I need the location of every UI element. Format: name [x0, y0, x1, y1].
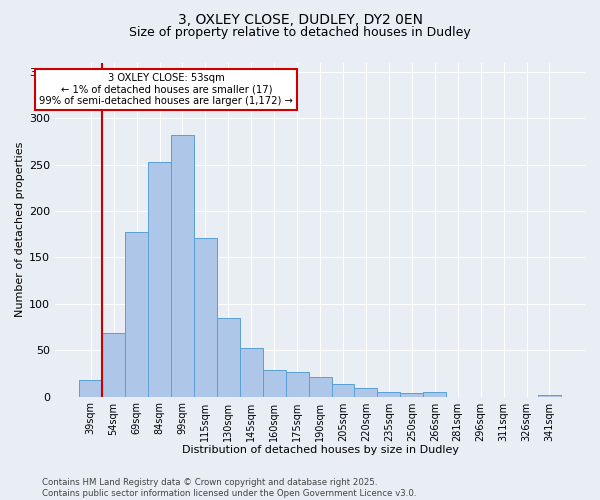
Text: Size of property relative to detached houses in Dudley: Size of property relative to detached ho… — [129, 26, 471, 39]
Bar — [194, 238, 217, 396]
Text: 3, OXLEY CLOSE, DUDLEY, DY2 0EN: 3, OXLEY CLOSE, DUDLEY, DY2 0EN — [178, 12, 422, 26]
Bar — [148, 162, 171, 396]
Bar — [240, 348, 263, 397]
Bar — [538, 394, 561, 396]
Bar — [102, 334, 125, 396]
Text: 3 OXLEY CLOSE: 53sqm
← 1% of detached houses are smaller (17)
99% of semi-detach: 3 OXLEY CLOSE: 53sqm ← 1% of detached ho… — [40, 72, 293, 106]
X-axis label: Distribution of detached houses by size in Dudley: Distribution of detached houses by size … — [182, 445, 458, 455]
Text: Contains HM Land Registry data © Crown copyright and database right 2025.
Contai: Contains HM Land Registry data © Crown c… — [42, 478, 416, 498]
Bar — [308, 377, 332, 396]
Bar — [125, 232, 148, 396]
Bar — [423, 392, 446, 396]
Bar — [332, 384, 355, 396]
Bar — [217, 318, 240, 396]
Bar — [171, 135, 194, 396]
Bar — [355, 388, 377, 396]
Bar — [79, 380, 102, 396]
Bar — [400, 393, 423, 396]
Bar — [377, 392, 400, 396]
Y-axis label: Number of detached properties: Number of detached properties — [15, 142, 25, 317]
Bar — [263, 370, 286, 396]
Bar — [286, 372, 308, 396]
